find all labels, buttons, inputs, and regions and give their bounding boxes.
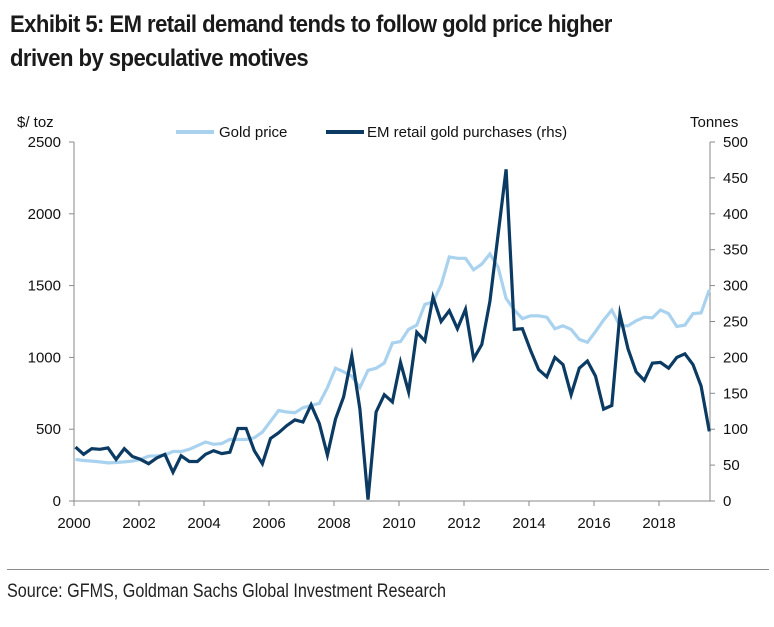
legend-label-gold-price: Gold price — [219, 124, 287, 141]
legend: Gold price EM retail gold purchases (rhs… — [176, 124, 567, 141]
x-tick-label: 2016 — [577, 515, 610, 532]
axes: 0 500 1000 1500 2000 2500 0 50 100 150 200 250 300 35… — [28, 134, 748, 532]
series-line-em-purchases — [74, 169, 711, 500]
x-tick-label: 2006 — [252, 515, 285, 532]
right-tick-label: 400 — [723, 206, 748, 223]
right-tick-label: 50 — [723, 457, 740, 474]
x-tick-label: 2000 — [57, 515, 90, 532]
source-divider — [7, 569, 769, 570]
x-tick-label: 2004 — [187, 515, 220, 532]
right-tick-label: 350 — [723, 242, 748, 259]
right-tick-label: 500 — [723, 134, 748, 151]
x-tick-label: 2012 — [447, 515, 480, 532]
left-tick-label: 1500 — [28, 278, 61, 295]
series-line-gold-price — [75, 251, 711, 465]
x-tick-label: 2014 — [512, 515, 545, 532]
right-tick-label: 300 — [723, 278, 748, 295]
right-tick-label: 250 — [723, 314, 748, 331]
right-tick-label: 0 — [723, 493, 731, 510]
left-tick-label: 2500 — [28, 134, 61, 151]
x-tick-label: 2002 — [122, 515, 155, 532]
source-note: Source: GFMS, Goldman Sachs Global Inves… — [7, 581, 446, 602]
left-axis-label: $/ toz — [17, 114, 54, 131]
x-tick-label: 2018 — [642, 515, 675, 532]
series-layer — [74, 169, 711, 500]
chart-title-line-2: driven by speculative motives — [10, 45, 309, 72]
x-tick-label: 2010 — [382, 515, 415, 532]
right-tick-label: 150 — [723, 385, 748, 402]
x-tick-label: 2008 — [317, 515, 350, 532]
chart-title-line-1: Exhibit 5: EM retail demand tends to fol… — [10, 11, 612, 38]
right-tick-label: 200 — [723, 349, 748, 366]
right-tick-label: 100 — [723, 421, 748, 438]
right-tick-label: 450 — [723, 170, 748, 187]
left-tick-label: 1000 — [28, 349, 61, 366]
chart: $/ toz Tonnes Gold price EM retail gold … — [17, 114, 748, 532]
legend-label-em-purchases: EM retail gold purchases (rhs) — [367, 124, 567, 141]
right-axis-label: Tonnes — [690, 114, 738, 131]
left-tick-label: 2000 — [28, 206, 61, 223]
chart-title: Exhibit 5: EM retail demand tends to fol… — [10, 8, 709, 76]
left-tick-label: 500 — [36, 421, 61, 438]
left-tick-label: 0 — [53, 493, 61, 510]
